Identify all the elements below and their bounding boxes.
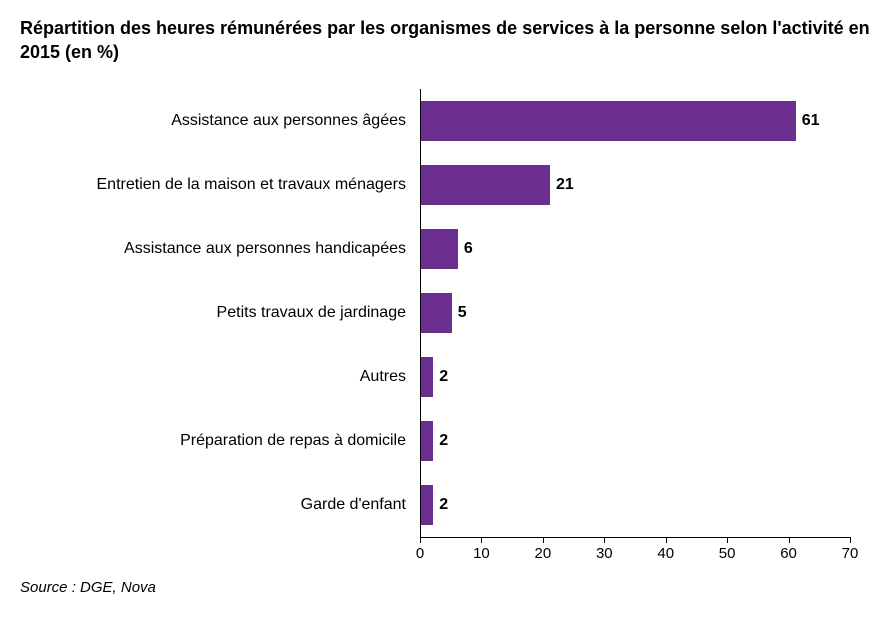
value-label: 2 — [439, 496, 448, 514]
bar — [421, 229, 458, 269]
plot-cell: 5 — [420, 281, 850, 345]
x-tick — [850, 537, 851, 543]
plot-cell: 2 — [420, 473, 850, 537]
chart-row: Assistance aux personnes âgées 61 — [20, 89, 870, 153]
category-label: Autres — [20, 368, 420, 386]
plot-cell: 2 — [420, 409, 850, 473]
value-label: 5 — [458, 304, 467, 322]
chart-row: Petits travaux de jardinage 5 — [20, 281, 870, 345]
category-label: Assistance aux personnes handicapées — [20, 240, 420, 258]
chart-row: Garde d'enfant 2 — [20, 473, 870, 537]
bar — [421, 357, 433, 397]
chart-row: Préparation de repas à domicile 2 — [20, 409, 870, 473]
x-tick — [727, 537, 728, 543]
category-label: Préparation de repas à domicile — [20, 432, 420, 450]
value-label: 61 — [802, 112, 820, 130]
chart-row: Assistance aux personnes handicapées 6 — [20, 217, 870, 281]
x-tick-label: 10 — [473, 545, 490, 562]
value-label: 2 — [439, 432, 448, 450]
x-tick-label: 50 — [719, 545, 736, 562]
plot-cell: 61 — [420, 89, 850, 153]
x-tick — [604, 537, 605, 543]
value-label: 2 — [439, 368, 448, 386]
x-tick — [789, 537, 790, 543]
x-tick-label: 0 — [416, 545, 424, 562]
x-tick — [481, 537, 482, 543]
chart-row: Autres 2 — [20, 345, 870, 409]
plot-cell: 2 — [420, 345, 850, 409]
x-tick-label: 60 — [780, 545, 797, 562]
x-tick-label: 30 — [596, 545, 613, 562]
x-tick — [420, 537, 421, 543]
value-label: 6 — [464, 240, 473, 258]
chart-row: Entretien de la maison et travaux ménage… — [20, 153, 870, 217]
plot-cell: 6 — [420, 217, 850, 281]
x-tick — [666, 537, 667, 543]
bar — [421, 293, 452, 333]
bar-chart: Assistance aux personnes âgées 61 Entretie… — [20, 89, 870, 567]
category-label: Petits travaux de jardinage — [20, 304, 420, 322]
category-label: Entretien de la maison et travaux ménage… — [20, 176, 420, 194]
x-tick — [543, 537, 544, 543]
value-label: 21 — [556, 176, 574, 194]
category-label: Garde d'enfant — [20, 496, 420, 514]
bar — [421, 421, 433, 461]
x-tick-label: 40 — [657, 545, 674, 562]
source-text: Source : DGE, Nova — [20, 579, 870, 596]
bar — [421, 101, 796, 141]
plot-cell: 21 — [420, 153, 850, 217]
chart-title: Répartition des heures rémunérées par le… — [20, 16, 870, 65]
x-tick-label: 20 — [535, 545, 552, 562]
bar — [421, 485, 433, 525]
x-axis: 0 10 20 30 40 50 60 70 — [20, 537, 870, 567]
bar — [421, 165, 550, 205]
category-label: Assistance aux personnes âgées — [20, 112, 420, 130]
x-axis-line — [420, 537, 850, 538]
x-tick-label: 70 — [842, 545, 859, 562]
x-axis-plot: 010203040506070 — [420, 537, 850, 567]
